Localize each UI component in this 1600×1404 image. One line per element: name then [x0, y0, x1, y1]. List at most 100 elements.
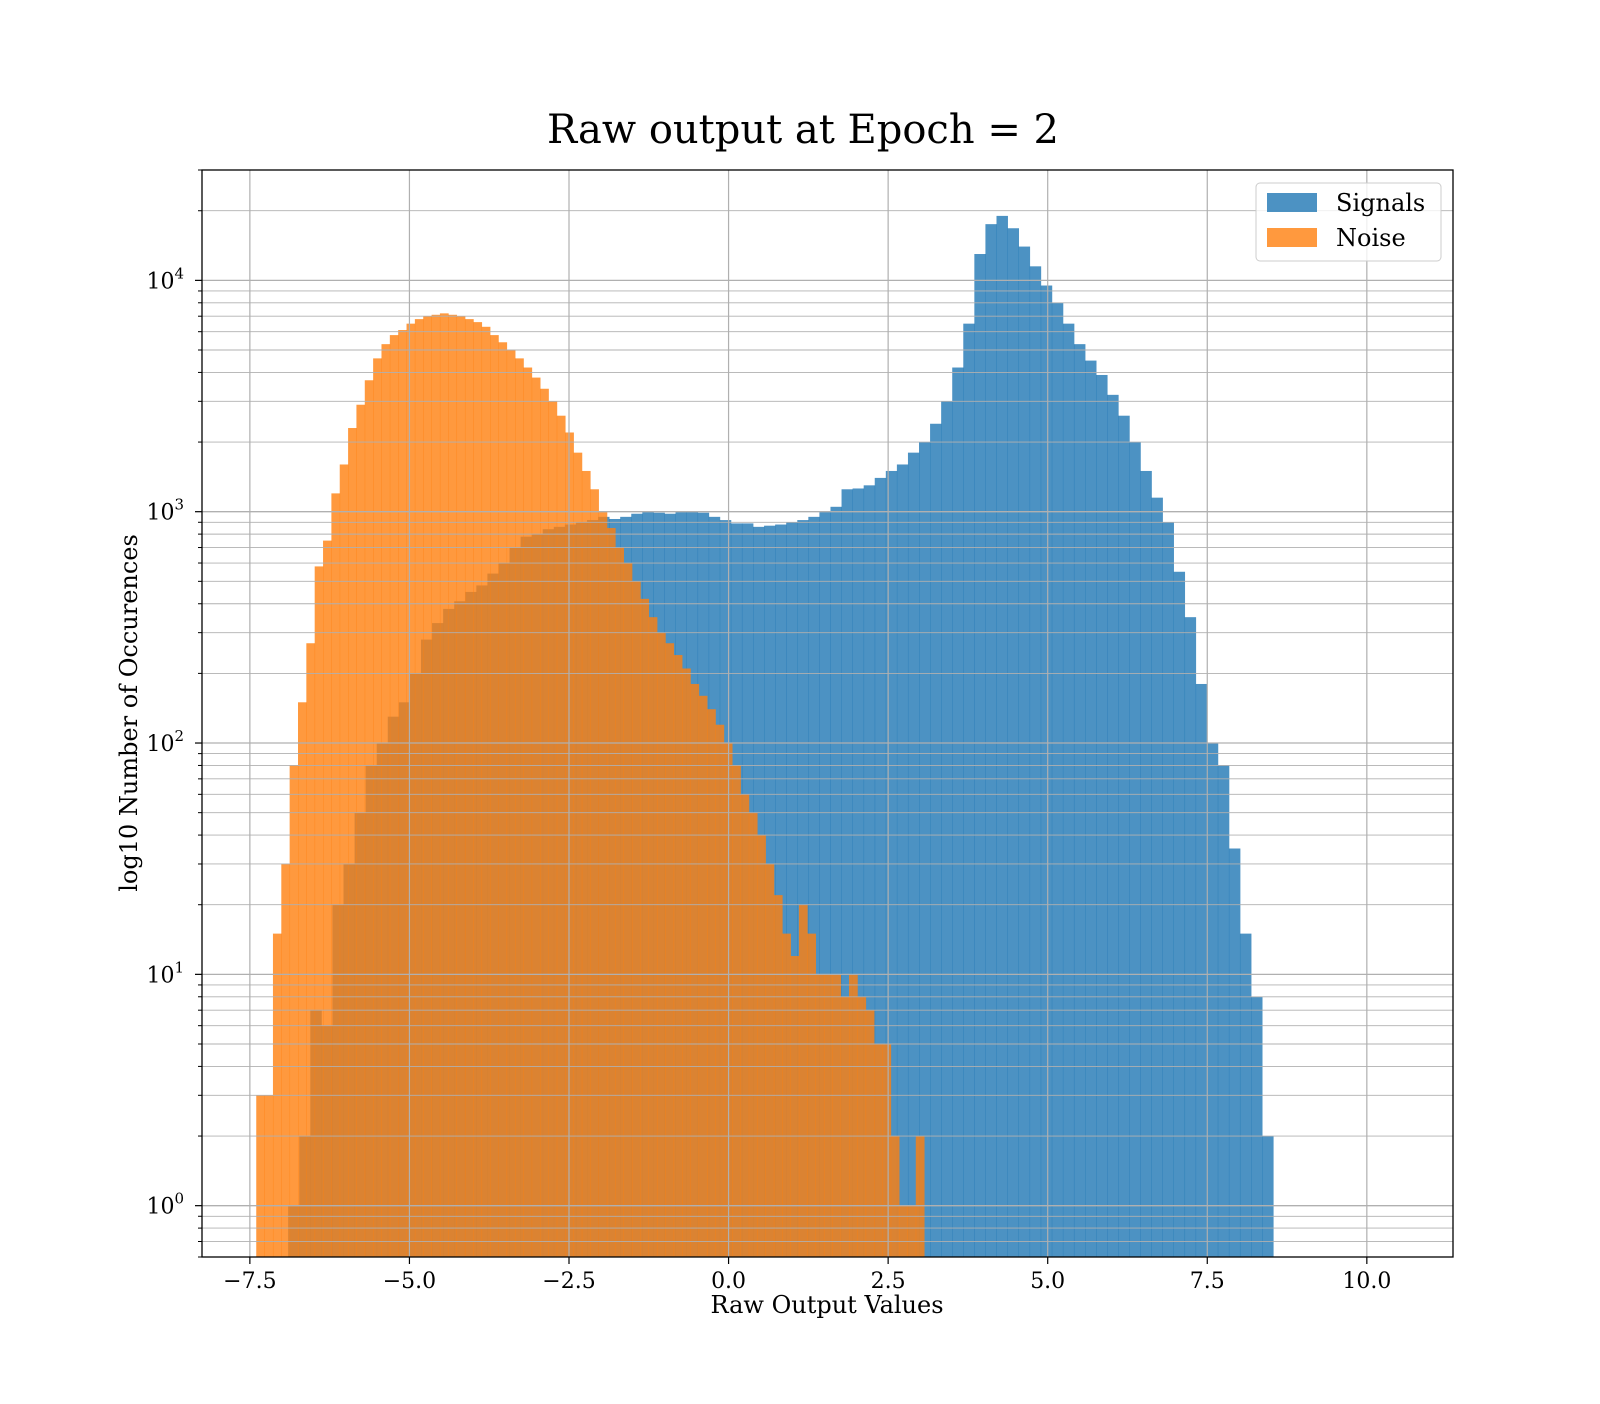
histogram-bar: [797, 520, 809, 1257]
histogram-bar: [373, 358, 382, 1257]
histogram-bar: [1107, 394, 1119, 1258]
histogram-bar: [1118, 415, 1130, 1257]
histogram-bar: [882, 1043, 892, 1257]
x-tick-label: −7.5: [223, 1269, 276, 1294]
histogram-bar: [464, 319, 474, 1257]
histogram-bar: [896, 464, 909, 1258]
legend-label-noise: Noise: [1336, 224, 1406, 252]
histogram-bar: [823, 974, 833, 1257]
histogram-bar: [849, 974, 858, 1257]
histogram-bar: [874, 477, 887, 1257]
histogram-bar: [841, 489, 854, 1257]
histogram-bar: [431, 314, 441, 1257]
histogram-bar: [665, 643, 675, 1257]
histogram-bar: [1151, 497, 1163, 1257]
histogram-bar: [765, 863, 775, 1257]
histogram-bar: [930, 423, 942, 1257]
x-tick-label: −2.5: [542, 1269, 595, 1294]
histogram-bar: [1073, 344, 1086, 1257]
histogram-bar: [389, 335, 399, 1258]
histogram-bar: [786, 522, 798, 1257]
histogram-bar: [548, 401, 558, 1258]
histogram-bar: [498, 342, 508, 1257]
histogram-bar: [899, 1205, 908, 1257]
histogram-bar: [490, 335, 499, 1258]
histogram-bar: [256, 1095, 265, 1257]
histogram-bar: [832, 974, 842, 1257]
histogram-bar: [648, 617, 658, 1257]
y-axis-ticks: 100 101 102 103 104: [146, 169, 202, 1258]
histogram-bar: [1040, 285, 1053, 1257]
histogram-bar: [381, 344, 391, 1257]
histogram-bar: [1173, 571, 1186, 1257]
x-tick-label: 7.5: [1190, 1269, 1225, 1294]
x-tick-label: 0.0: [711, 1269, 746, 1294]
histogram-bar: [690, 683, 700, 1257]
histogram-bar: [515, 358, 524, 1257]
histogram-bar: [852, 488, 865, 1258]
histogram-bar: [773, 895, 783, 1257]
histogram-bar: [996, 215, 1008, 1257]
histogram-bar: [289, 765, 299, 1257]
histogram-bar: [1051, 302, 1064, 1257]
x-tick-label: 2.5: [871, 1269, 906, 1294]
histogram-bar: [423, 316, 432, 1257]
histogram-bar: [1217, 765, 1230, 1257]
histogram-bar: [941, 401, 953, 1258]
histogram-bar: [857, 996, 867, 1257]
histogram-bar: [919, 442, 931, 1257]
histogram-bar: [907, 1205, 917, 1257]
y-tick-label: 103: [146, 496, 184, 526]
x-tick-label: 10.0: [1342, 1269, 1391, 1294]
histogram-bar: [656, 632, 666, 1257]
histogram-bar: [865, 1010, 875, 1257]
y-tick-label: 101: [146, 958, 184, 988]
x-tick-label: 5.0: [1030, 1269, 1065, 1294]
x-tick-label: −5.0: [383, 1269, 436, 1294]
plot-area: −7.5 −5.0 −2.5 0.0 2.5 5.0 7.5 10.0 100 101 102 103…: [146, 169, 1453, 1294]
histogram-bar: [640, 598, 650, 1257]
axes-frame: [201, 169, 1454, 1258]
histogram-bar: [606, 528, 616, 1257]
histogram-bar: [615, 547, 624, 1257]
histogram-bar: [1029, 266, 1042, 1258]
histogram-bar: [406, 323, 416, 1257]
histogram-bar: [339, 464, 349, 1258]
histogram-bar: [715, 724, 725, 1257]
histogram-bar: [473, 322, 483, 1257]
histogram-bar: [356, 404, 366, 1258]
histogram-bar: [1206, 743, 1219, 1257]
chart-title: Raw output at Epoch = 2: [547, 107, 1059, 153]
histogram-bar: [348, 428, 357, 1257]
histogram-bar: [1251, 996, 1263, 1257]
y-tick-label: 100: [146, 1190, 184, 1220]
histogram-bar: [1184, 617, 1197, 1257]
histogram-bar: [790, 956, 800, 1257]
y-axis-label: log10 Number of Occurences: [115, 534, 143, 892]
legend-label-signals: Signals: [1336, 189, 1425, 217]
histogram-bar: [398, 330, 407, 1257]
x-axis-ticks: −7.5 −5.0 −2.5 0.0 2.5 5.0 7.5 10.0: [223, 1257, 1391, 1294]
histogram-bar: [1018, 246, 1031, 1257]
histogram-bar: [890, 1136, 900, 1257]
histogram-bar: [963, 323, 975, 1257]
histogram-bar: [506, 350, 516, 1257]
y-tick-label: 102: [146, 727, 184, 757]
histogram-bar: [414, 319, 424, 1257]
x-axis-label: Raw Output Values: [710, 1291, 943, 1319]
histogram-bar: [364, 380, 374, 1257]
histogram-bar: [673, 655, 683, 1257]
histogram-bar: [1129, 442, 1141, 1257]
histogram-bar: [623, 563, 633, 1257]
histogram-bar: [775, 524, 787, 1257]
histogram-bar: [707, 709, 716, 1257]
histogram-bar: [540, 388, 549, 1257]
histogram-bar: [798, 904, 808, 1257]
histogram-bar: [830, 506, 842, 1257]
histogram-bar: [631, 581, 641, 1257]
histogram-bar: [863, 485, 876, 1258]
histogram-bar: [281, 863, 291, 1257]
histogram-bar: [732, 765, 741, 1257]
